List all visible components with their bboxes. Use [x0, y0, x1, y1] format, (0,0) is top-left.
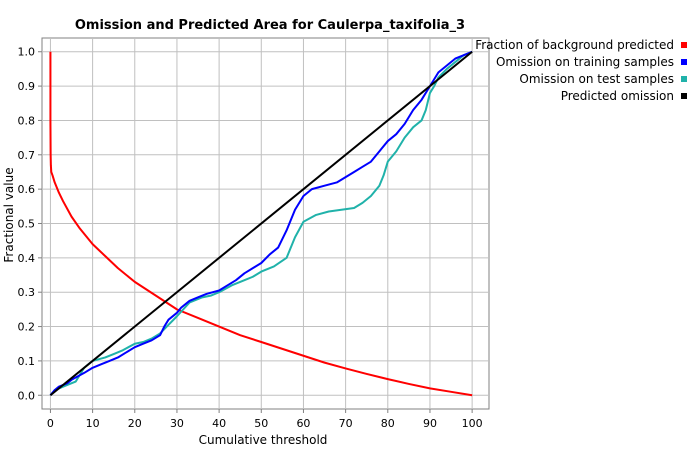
legend-test-omission: Omission on test samples: [519, 72, 687, 86]
y-tick-label: 0.0: [18, 389, 36, 402]
y-tick-label: 1.0: [18, 46, 36, 59]
y-tick-label: 0.4: [18, 252, 36, 265]
x-tick-label: 20: [128, 417, 142, 430]
legend-swatch: [681, 76, 687, 82]
legend: Fraction of background predicted Omission…: [475, 38, 687, 103]
legend-label: Omission on training samples: [496, 55, 674, 69]
predicted-omission-line: [49, 50, 473, 397]
x-tick-label: 50: [254, 417, 268, 430]
y-tick-label: 0.1: [18, 355, 36, 368]
x-tick-label: 60: [296, 417, 310, 430]
y-tick-label: 0.2: [18, 321, 36, 334]
x-tick-label: 70: [339, 417, 353, 430]
y-tick-label: 0.6: [18, 183, 36, 196]
legend-label: Fraction of background predicted: [475, 38, 674, 52]
chart-title: Omission and Predicted Area for Caulerpa…: [75, 18, 465, 33]
legend-label: Omission on test samples: [519, 72, 674, 86]
legend-swatch: [681, 93, 687, 99]
y-tick-label: 0.3: [18, 286, 36, 299]
legend-label: Predicted omission: [561, 89, 674, 103]
y-tick-label: 0.8: [18, 114, 36, 127]
legend-predicted-omission: Predicted omission: [561, 89, 687, 103]
legend-training-omission: Omission on training samples: [496, 55, 687, 69]
background-predicted-line: [49, 51, 473, 397]
x-tick-label: 40: [212, 417, 226, 430]
axes: 0 10 20 30 40 50 60 70 80 90 100 0.0 0.1 0.2 0.3 0.4 0.5…: [18, 46, 483, 430]
series-layer: [49, 50, 473, 397]
x-tick-label: 10: [86, 417, 100, 430]
y-tick-label: 0.7: [18, 149, 36, 162]
legend-swatch: [681, 42, 687, 48]
y-tick-label: 0.5: [18, 218, 36, 231]
test-omission-line: [49, 50, 473, 396]
x-tick-label: 0: [47, 417, 54, 430]
legend-background-predicted: Fraction of background predicted: [475, 38, 687, 52]
legend-swatch: [681, 59, 687, 65]
x-axis-label: Cumulative threshold: [199, 433, 328, 447]
x-tick-label: 100: [462, 417, 483, 430]
x-tick-label: 90: [423, 417, 437, 430]
y-axis-label: Fractional value: [2, 167, 16, 262]
x-tick-label: 80: [381, 417, 395, 430]
x-tick-label: 30: [170, 417, 184, 430]
training-omission-line: [49, 50, 473, 396]
y-tick-label: 0.9: [18, 80, 36, 93]
